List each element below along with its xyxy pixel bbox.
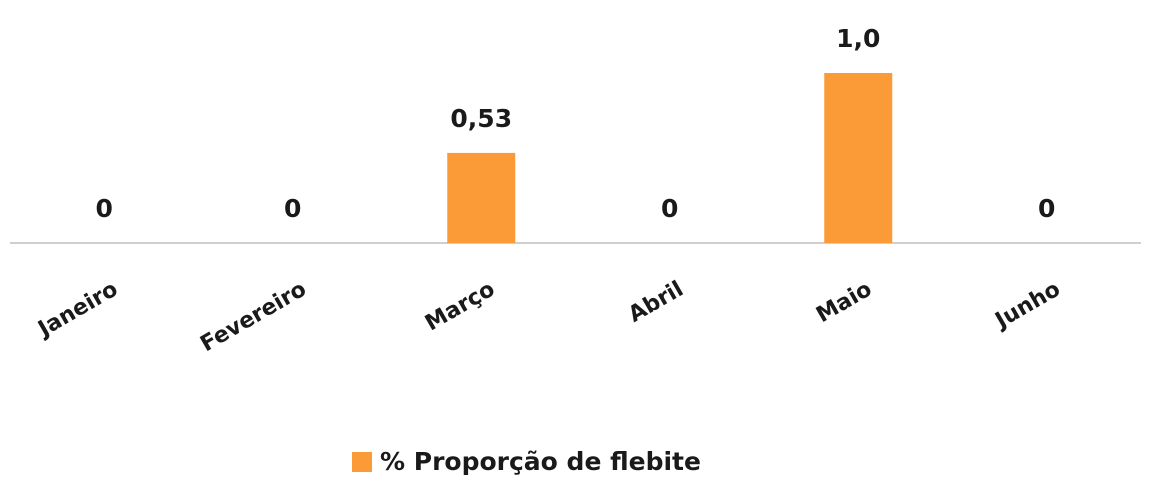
x-tick-label: Janeiro (33, 277, 123, 343)
x-tick-label: Maio (812, 277, 876, 328)
data-label: 0 (284, 194, 301, 223)
x-tick-label: Fevereiro (196, 277, 310, 357)
bar (447, 152, 516, 243)
bar (824, 73, 893, 243)
data-label: 0 (96, 194, 113, 223)
data-label: 0 (1038, 194, 1055, 223)
legend-swatch (352, 452, 372, 472)
x-tick-label: Março (421, 277, 499, 337)
x-tick-label: Junho (990, 277, 1065, 335)
legend-label: % Proporção de flebite (380, 447, 701, 476)
data-label: 0 (661, 194, 678, 223)
data-label: 1,0 (836, 24, 880, 53)
x-tick-label: Abril (624, 277, 687, 328)
data-label: 0,53 (450, 104, 512, 133)
